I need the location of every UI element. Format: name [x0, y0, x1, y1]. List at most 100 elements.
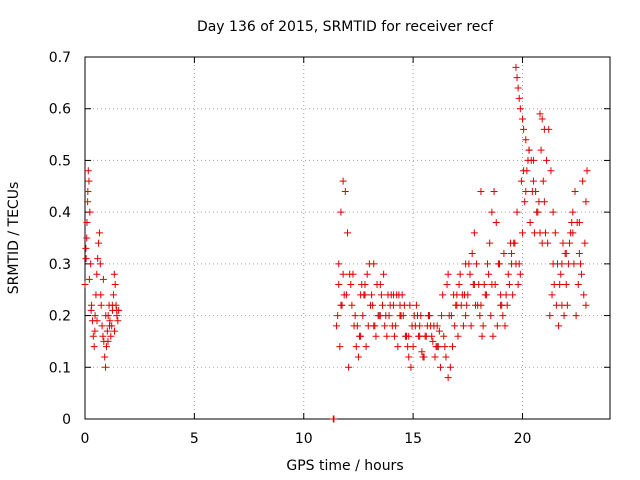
data-point	[453, 291, 461, 299]
data-point	[519, 115, 526, 123]
data-point	[511, 239, 519, 247]
y-tick-label: 0.5	[49, 153, 71, 169]
data-point	[83, 234, 91, 242]
data-point	[102, 363, 110, 371]
data-point	[442, 353, 450, 361]
data-point	[582, 198, 590, 206]
data-point	[512, 63, 520, 71]
data-point	[373, 281, 381, 289]
data-point	[559, 239, 567, 247]
plot-frame	[84, 56, 611, 420]
data-point	[490, 187, 498, 195]
data-point	[459, 322, 467, 330]
data-point	[412, 301, 420, 309]
data-point	[562, 281, 570, 289]
data-point	[455, 281, 463, 289]
data-point	[548, 291, 556, 299]
data-point	[344, 229, 351, 237]
data-point	[579, 177, 587, 185]
data-point	[356, 332, 364, 340]
data-point	[452, 301, 460, 309]
data-point	[502, 291, 510, 299]
data-point	[93, 317, 101, 325]
data-point	[95, 239, 103, 247]
data-point	[408, 322, 416, 330]
data-point	[560, 312, 568, 320]
data-point	[357, 291, 365, 299]
data-point	[84, 167, 92, 175]
data-point	[540, 125, 548, 133]
data-point	[335, 281, 343, 289]
data-point	[541, 229, 549, 237]
data-point	[488, 208, 496, 216]
data-point	[563, 301, 571, 309]
data-point	[114, 317, 122, 325]
data-point	[110, 270, 118, 278]
data-point	[504, 270, 512, 278]
data-point	[334, 312, 342, 320]
data-point	[386, 301, 394, 309]
data-point	[470, 229, 478, 237]
data-point	[516, 105, 524, 113]
data-point	[583, 167, 591, 175]
data-point	[101, 353, 109, 361]
data-point	[522, 187, 530, 195]
y-tick-label: 0	[62, 412, 71, 428]
y-tick-label: 0.7	[49, 50, 71, 66]
data-point	[435, 327, 443, 335]
data-point	[429, 337, 437, 345]
data-point	[562, 250, 570, 258]
data-point	[550, 281, 558, 289]
chart-grid	[85, 57, 610, 419]
data-point	[379, 301, 386, 309]
data-point	[89, 332, 97, 340]
data-point	[371, 322, 379, 330]
data-point	[509, 291, 517, 299]
data-point	[572, 312, 580, 320]
data-point	[99, 275, 107, 283]
x-tick-label: 10	[295, 431, 313, 447]
data-point	[339, 270, 347, 278]
data-point	[433, 322, 441, 330]
data-point	[431, 353, 439, 361]
data-point	[580, 291, 588, 299]
data-point	[418, 348, 426, 356]
data-point	[389, 291, 397, 299]
data-point	[421, 332, 429, 340]
data-point	[380, 270, 388, 278]
data-point	[515, 260, 523, 268]
data-point	[87, 306, 95, 314]
data-point	[341, 187, 349, 195]
data-point	[85, 177, 93, 185]
data-point	[104, 337, 112, 345]
data-point	[345, 363, 353, 371]
data-point	[514, 281, 522, 289]
data-point	[486, 239, 494, 247]
data-point	[84, 198, 92, 206]
data-point	[98, 322, 106, 330]
data-point	[84, 187, 92, 195]
data-point	[363, 270, 371, 278]
data-point	[394, 343, 402, 351]
data-point	[578, 270, 586, 278]
data-point	[492, 218, 500, 226]
data-point	[97, 291, 105, 299]
data-point	[466, 270, 474, 278]
data-point	[569, 229, 577, 237]
data-point	[501, 322, 509, 330]
data-point	[83, 218, 91, 226]
data-point	[423, 322, 431, 330]
data-point	[566, 239, 574, 247]
data-point	[383, 332, 391, 340]
data-point	[96, 260, 104, 268]
data-point	[462, 312, 470, 320]
data-point	[396, 301, 404, 309]
data-point	[406, 301, 414, 309]
data-point	[522, 136, 530, 144]
data-point	[538, 115, 546, 123]
data-point	[484, 260, 491, 268]
data-point	[107, 332, 115, 340]
data-point	[97, 301, 105, 309]
data-point	[339, 177, 347, 185]
data-point	[499, 312, 507, 320]
